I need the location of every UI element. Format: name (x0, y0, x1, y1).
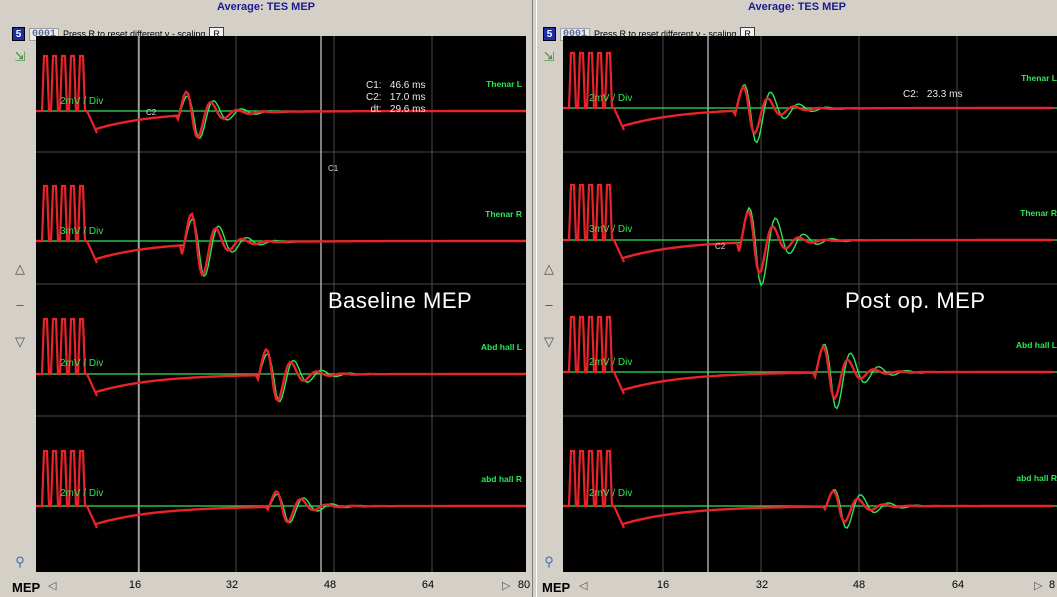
scaling-hint: Press R to reset different y - scaling (594, 29, 737, 39)
channel-label: Abd hall L (480, 342, 522, 352)
x-tick: 32 (755, 579, 769, 591)
scale-label: 2mV / Div (60, 488, 104, 499)
triangle-up-icon[interactable]: △ (15, 261, 25, 276)
current-trace (95, 489, 526, 526)
dash-icon[interactable]: – (545, 297, 553, 312)
current-trace (622, 344, 1053, 401)
triangle-up-icon[interactable]: △ (544, 261, 554, 276)
current-trace (95, 347, 526, 403)
channel-label: Thenar L (1021, 73, 1057, 83)
baseline-trace (95, 353, 526, 403)
current-trace (622, 489, 1053, 526)
stimulus-artifact (563, 449, 626, 529)
waveform-canvas (563, 36, 1057, 572)
scale-label: 3mV / Div (589, 224, 633, 235)
x-tick: 16 (656, 579, 670, 591)
stimulus-artifact (36, 317, 99, 397)
stimulus-artifact (563, 183, 626, 263)
current-trace (622, 85, 1053, 135)
channel-number-badge[interactable]: 5 (543, 27, 556, 41)
baseline-mep-label: Baseline MEP (328, 288, 473, 313)
cursor-c2-label: C2 (715, 242, 726, 251)
x-tick: 48 (852, 579, 866, 591)
panel-title: Average: TES MEP (747, 1, 846, 13)
scale-label: 2mV / Div (589, 93, 633, 104)
zoom-icon[interactable]: ⇲ (543, 49, 555, 64)
waveform-plot[interactable]: Thenar L Thenar R Abd hall L abd hall R … (36, 36, 526, 572)
mode-label: MEP (12, 580, 41, 595)
triangle-down-icon[interactable]: ▽ (15, 334, 25, 349)
panel-splitter[interactable] (532, 0, 537, 597)
stimulus-artifact (36, 449, 99, 529)
channel-label: Abd hall L (1015, 340, 1057, 350)
x-tick: 32 (225, 579, 239, 591)
panel-title: Average: TES MEP (216, 1, 315, 13)
scale-label: 2mV / Div (60, 96, 104, 107)
magnifier-icon[interactable]: ⚲ (544, 554, 554, 569)
scale-label: 2mV / Div (60, 358, 104, 369)
x-tick: 16 (128, 579, 142, 591)
channel-label: Thenar R (485, 209, 522, 219)
x-tick: 64 (421, 579, 435, 591)
panel-baseline: Average: TES MEP 5 0001 Press R to reset… (12, 1, 531, 595)
scale-label: 2mV / Div (589, 357, 633, 368)
scale-label: 3mV / Div (60, 226, 104, 237)
current-trace (95, 90, 526, 140)
waveform-canvas (36, 36, 526, 572)
stimulus-artifact (563, 51, 626, 131)
x-tick: 80 (517, 579, 531, 591)
mode-label: MEP (542, 580, 571, 595)
waveform-plot[interactable]: Thenar L Thenar R Abd hall L abd hall R … (563, 36, 1057, 572)
channel-label: Thenar R (1020, 208, 1057, 218)
channel-label: abd hall R (481, 474, 522, 484)
scroll-left-icon[interactable]: ◁ (48, 580, 57, 592)
x-tick: 48 (323, 579, 337, 591)
stimulus-artifact (36, 184, 99, 264)
cursor-readout: C2: 23.3 ms (903, 89, 963, 100)
panel-postop: Average: TES MEP 5 0001 Press R to reset… (537, 0, 1057, 597)
scale-label: 2mV / Div (589, 488, 633, 499)
channel-number-badge[interactable]: 5 (12, 27, 25, 41)
cursor-c2-label: C2 (146, 108, 157, 117)
stimulus-artifact (36, 54, 99, 134)
cursor-readout: C1: 46.6 ms C2: 17.0 ms dt: 29.6 ms (366, 80, 426, 115)
scroll-left-icon[interactable]: ◁ (579, 580, 588, 592)
stimulus-artifact (563, 315, 626, 395)
baseline-trace (622, 343, 1053, 410)
scaling-hint: Press R to reset different y - scaling (63, 29, 206, 39)
current-trace (622, 209, 1053, 275)
scroll-right-icon[interactable]: ▷ (502, 580, 511, 592)
scroll-right-icon[interactable]: ▷ (1034, 580, 1043, 592)
x-tick: 8 (1048, 579, 1056, 591)
current-trace (95, 211, 526, 277)
dash-icon[interactable]: – (16, 297, 24, 312)
channel-label: Thenar L (486, 79, 522, 89)
channel-label: abd hall R (1016, 473, 1057, 483)
cursor-c1-label: C1 (328, 164, 339, 173)
magnifier-icon[interactable]: ⚲ (15, 554, 25, 569)
baseline-trace (622, 488, 1053, 530)
x-tick: 64 (951, 579, 965, 591)
postop-mep-label: Post op. MEP (845, 288, 986, 313)
triangle-down-icon[interactable]: ▽ (544, 334, 554, 349)
zoom-icon[interactable]: ⇲ (14, 49, 26, 64)
